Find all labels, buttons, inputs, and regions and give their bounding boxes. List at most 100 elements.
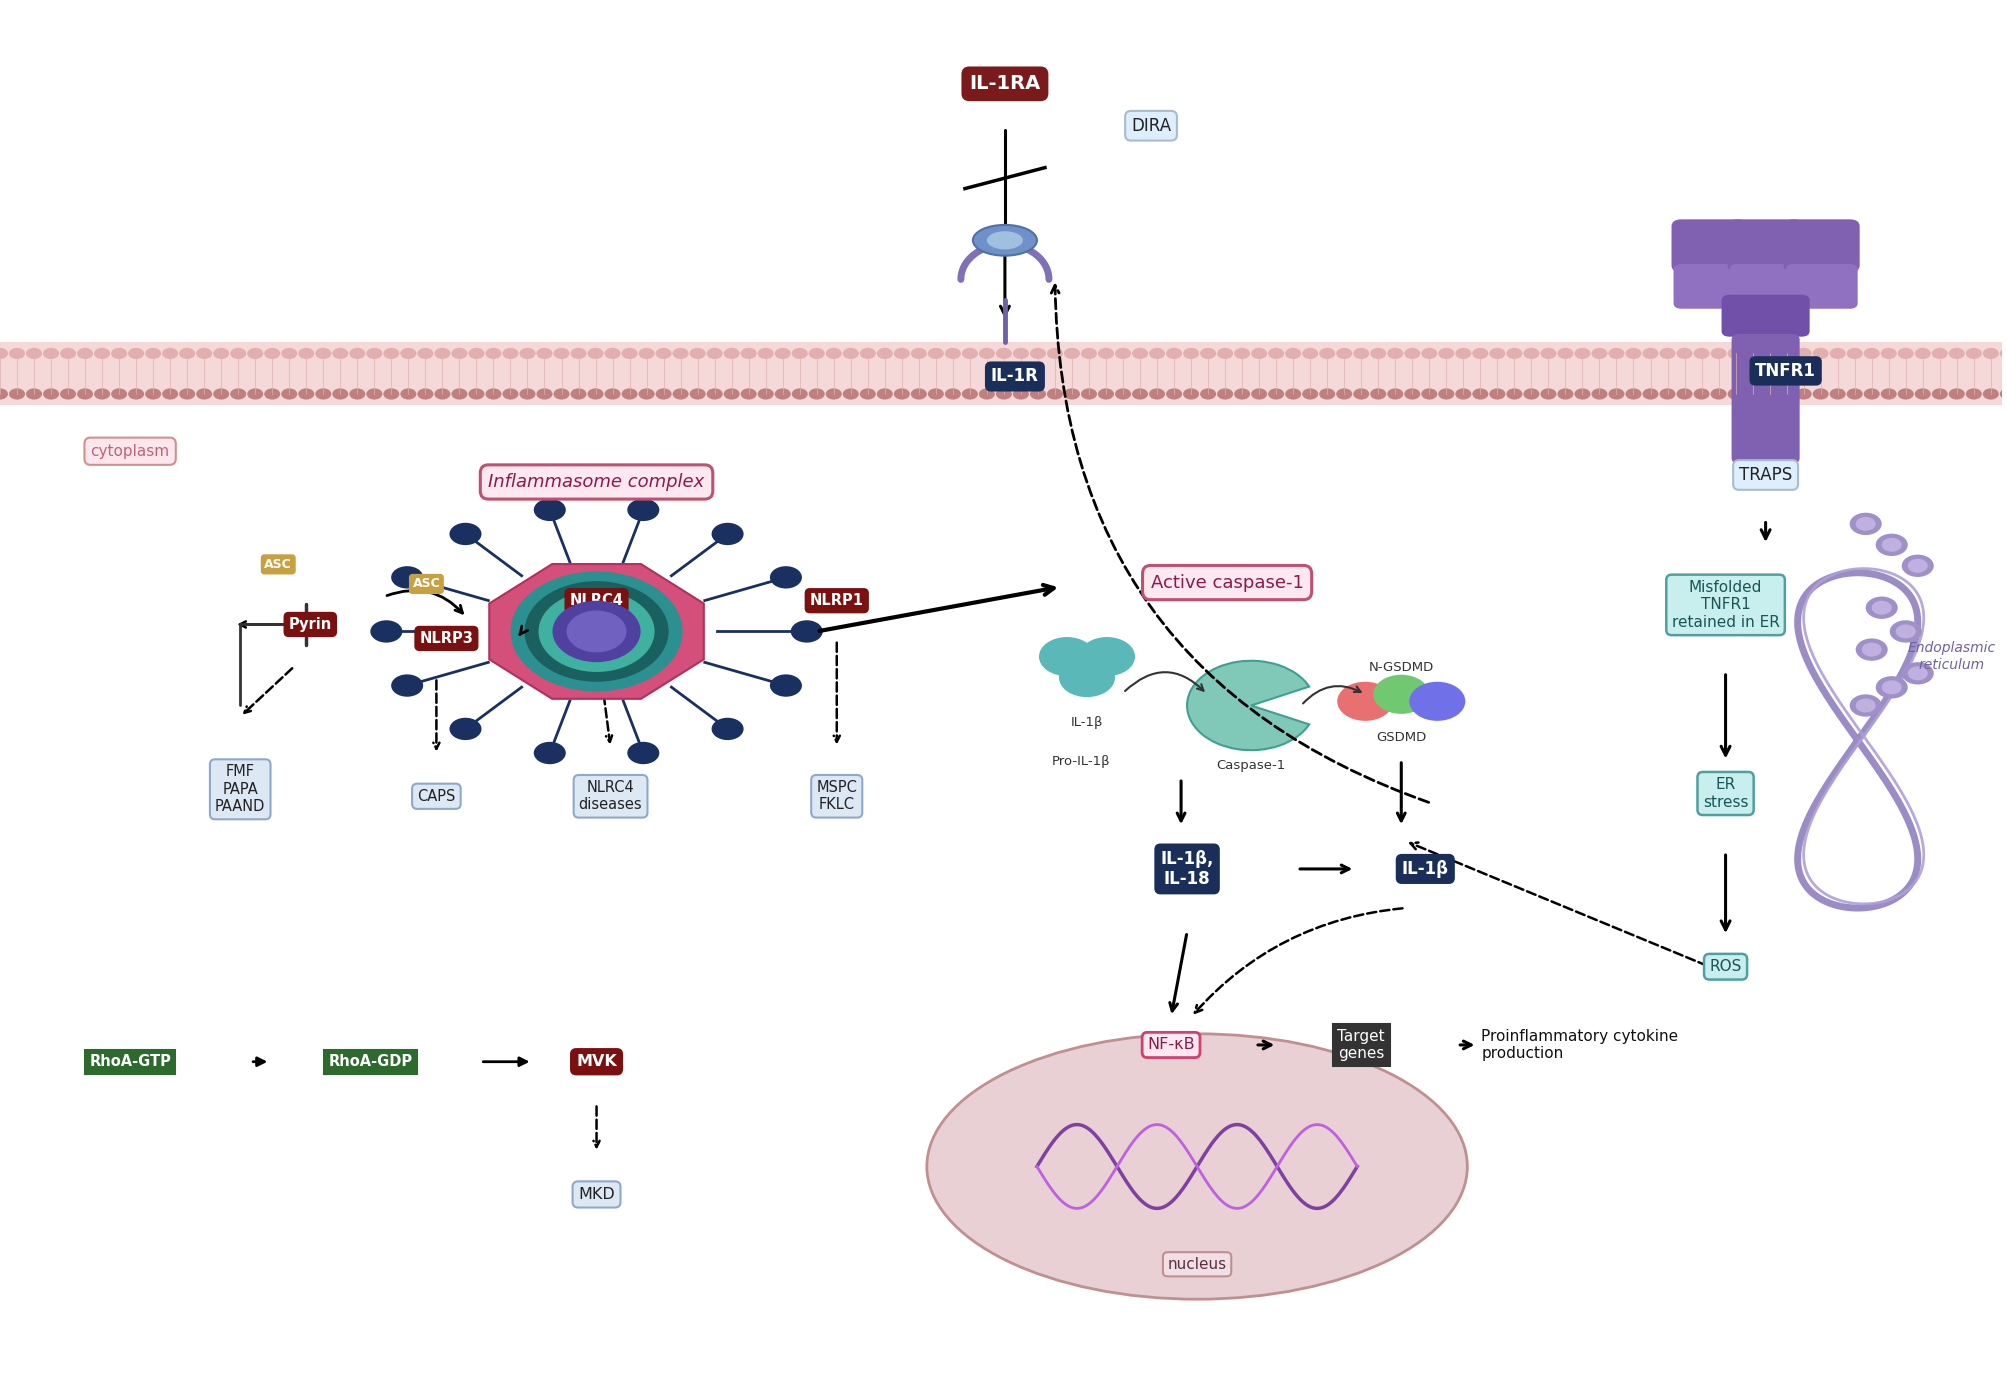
Circle shape — [1439, 388, 1455, 400]
Circle shape — [367, 388, 383, 400]
Circle shape — [1865, 388, 1881, 400]
Circle shape — [809, 348, 825, 359]
Circle shape — [1642, 348, 1658, 359]
Circle shape — [588, 388, 604, 400]
FancyBboxPatch shape — [1784, 219, 1860, 272]
Circle shape — [1933, 388, 1947, 400]
Circle shape — [1881, 388, 1897, 400]
Circle shape — [1319, 348, 1335, 359]
Circle shape — [145, 388, 161, 400]
Circle shape — [333, 348, 349, 359]
Circle shape — [452, 348, 468, 359]
Circle shape — [911, 388, 927, 400]
Circle shape — [859, 388, 875, 400]
Text: MVK: MVK — [576, 1055, 616, 1069]
Circle shape — [1373, 675, 1429, 714]
Text: IL-1R: IL-1R — [991, 367, 1040, 386]
Text: NLRC4: NLRC4 — [570, 594, 624, 608]
Circle shape — [1473, 348, 1489, 359]
Circle shape — [1216, 348, 1232, 359]
Circle shape — [1626, 388, 1642, 400]
Circle shape — [566, 610, 626, 652]
Circle shape — [843, 348, 859, 359]
Circle shape — [1903, 555, 1935, 577]
Circle shape — [1710, 388, 1726, 400]
Circle shape — [1796, 348, 1812, 359]
Circle shape — [1728, 388, 1744, 400]
Circle shape — [1812, 348, 1828, 359]
Circle shape — [1337, 388, 1353, 400]
Circle shape — [26, 348, 42, 359]
Circle shape — [1983, 388, 1999, 400]
Circle shape — [1608, 348, 1624, 359]
Circle shape — [1409, 682, 1465, 721]
Text: Endoplasmic
reticulum: Endoplasmic reticulum — [1909, 641, 1995, 672]
Text: DIRA: DIRA — [1132, 117, 1172, 134]
Circle shape — [628, 499, 660, 521]
Circle shape — [128, 348, 145, 359]
Circle shape — [128, 388, 145, 400]
Circle shape — [1778, 348, 1794, 359]
Circle shape — [1030, 388, 1046, 400]
Circle shape — [1166, 388, 1182, 400]
FancyBboxPatch shape — [1728, 219, 1804, 272]
Circle shape — [771, 675, 803, 697]
Circle shape — [1865, 348, 1881, 359]
Circle shape — [672, 388, 688, 400]
Circle shape — [1234, 388, 1250, 400]
Circle shape — [1915, 388, 1931, 400]
Circle shape — [1303, 348, 1319, 359]
Circle shape — [1182, 348, 1198, 359]
Polygon shape — [490, 564, 704, 698]
Circle shape — [434, 388, 450, 400]
Circle shape — [1387, 388, 1403, 400]
Circle shape — [1812, 388, 1828, 400]
Circle shape — [486, 388, 502, 400]
Circle shape — [690, 348, 706, 359]
Circle shape — [231, 348, 247, 359]
Circle shape — [1284, 388, 1301, 400]
Circle shape — [1371, 348, 1387, 359]
Circle shape — [1557, 388, 1573, 400]
Circle shape — [712, 522, 745, 545]
Text: MKD: MKD — [578, 1187, 614, 1201]
Circle shape — [554, 348, 570, 359]
Circle shape — [1557, 348, 1573, 359]
Circle shape — [1371, 388, 1387, 400]
Circle shape — [1507, 388, 1523, 400]
Circle shape — [1850, 694, 1883, 717]
Circle shape — [1116, 388, 1132, 400]
Circle shape — [1694, 388, 1710, 400]
Circle shape — [741, 388, 757, 400]
Circle shape — [725, 348, 741, 359]
Circle shape — [1098, 388, 1114, 400]
Circle shape — [8, 388, 24, 400]
Text: IL-1RA: IL-1RA — [969, 74, 1040, 94]
Circle shape — [1182, 388, 1198, 400]
Text: Target
genes: Target genes — [1337, 1028, 1385, 1062]
Circle shape — [1353, 348, 1369, 359]
Circle shape — [1830, 388, 1846, 400]
Circle shape — [145, 348, 161, 359]
Circle shape — [1060, 658, 1116, 697]
Circle shape — [42, 348, 58, 359]
Circle shape — [110, 388, 126, 400]
FancyBboxPatch shape — [1722, 295, 1810, 337]
Text: ASC: ASC — [413, 577, 440, 591]
Circle shape — [1337, 348, 1353, 359]
Circle shape — [791, 388, 807, 400]
Circle shape — [315, 388, 331, 400]
Circle shape — [791, 620, 823, 643]
Circle shape — [1877, 676, 1909, 698]
Circle shape — [179, 388, 195, 400]
Text: ASC: ASC — [265, 557, 293, 571]
Circle shape — [213, 388, 229, 400]
Circle shape — [1903, 662, 1935, 685]
Circle shape — [1132, 388, 1148, 400]
Circle shape — [391, 675, 423, 697]
Ellipse shape — [987, 231, 1024, 249]
Text: Proinflammatory cytokine
production: Proinflammatory cytokine production — [1481, 1028, 1678, 1062]
Circle shape — [1064, 388, 1080, 400]
Circle shape — [893, 348, 909, 359]
Circle shape — [60, 388, 76, 400]
